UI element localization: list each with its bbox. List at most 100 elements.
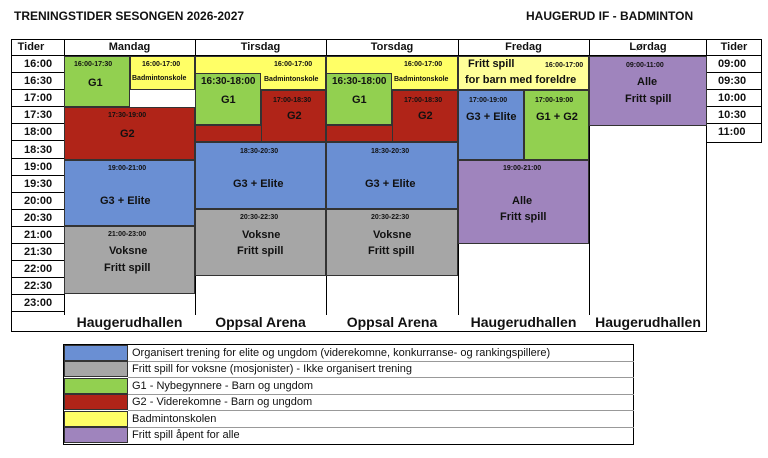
legend-text: G2 - Viderekomne - Barn og ungdom bbox=[132, 396, 313, 408]
torsdag-g2-time: 17:00-18:30 bbox=[404, 97, 443, 104]
venue-mandag: Haugerudhallen bbox=[76, 314, 183, 330]
legend-text: Badmintonskolen bbox=[132, 413, 217, 425]
header-lordag: Lørdag bbox=[629, 41, 667, 53]
fredag-fritt-label: Fritt spill bbox=[468, 58, 515, 70]
time-row-divider bbox=[706, 123, 762, 124]
time-row-divider bbox=[11, 311, 64, 312]
mandag-g2-label: G2 bbox=[120, 128, 135, 140]
time-row-divider bbox=[11, 123, 64, 124]
club-title: HAUGERUD IF - BADMINTON bbox=[526, 9, 694, 23]
time-row-divider bbox=[11, 140, 64, 141]
time-label-left: 22:30 bbox=[24, 280, 53, 292]
torsdag-elite-time: 18:30-20:30 bbox=[371, 148, 410, 155]
legend-text: G1 - Nybegynnere - Barn og ungdom bbox=[132, 380, 313, 392]
tirsdag-voksne-label: Voksne bbox=[242, 229, 281, 241]
legend-text: Fritt spill for voksne (mosjonister) - I… bbox=[132, 363, 412, 375]
fredag-fritt-barn-block bbox=[458, 56, 589, 90]
tirsdag-elite-label: G3 + Elite bbox=[233, 178, 284, 190]
time-label-right: 11:00 bbox=[718, 126, 746, 138]
header-mandag: Mandag bbox=[108, 41, 151, 53]
torsdag-g1-label: G1 bbox=[352, 94, 367, 106]
tirsdag-g1-time: 16:30-18:00 bbox=[201, 76, 256, 87]
lordag-alle-block bbox=[589, 56, 707, 126]
time-row-divider bbox=[11, 226, 64, 227]
torsdag-elite-label: G3 + Elite bbox=[365, 178, 416, 190]
mandag-badm-block bbox=[130, 56, 195, 90]
mandag-g2-time: 17:30-19:00 bbox=[108, 112, 147, 119]
mandag-badm-time: 16:00-17:00 bbox=[142, 61, 181, 68]
torsdag-g1-time: 16:30-18:00 bbox=[332, 76, 387, 87]
tirsdag-g2-block bbox=[261, 90, 326, 142]
mandag-voksne-sublabel: Fritt spill bbox=[104, 262, 151, 274]
torsdag-g2-label: G2 bbox=[418, 110, 433, 122]
time-label-left: 16:30 bbox=[24, 75, 53, 87]
time-label-left: 18:00 bbox=[24, 126, 53, 138]
header-tider: Tider bbox=[17, 41, 45, 53]
legend-swatch bbox=[64, 378, 128, 394]
tirsdag-g2-label: G2 bbox=[287, 110, 302, 122]
time-label-left: 20:00 bbox=[24, 195, 53, 207]
mandag-g1-label: G1 bbox=[88, 77, 103, 89]
fredag-elite-time: 17:00-19:00 bbox=[469, 97, 508, 104]
time-label-left: 19:30 bbox=[24, 178, 53, 190]
torsdag-badm-time: 16:00-17:00 bbox=[404, 61, 443, 68]
torsdag-voksne-time: 20:30-22:30 bbox=[371, 214, 410, 221]
time-row-divider bbox=[11, 277, 64, 278]
tirsdag-elite-time: 18:30-20:30 bbox=[240, 148, 279, 155]
time-row-divider bbox=[706, 72, 762, 73]
mandag-elite-time: 19:00-21:00 bbox=[108, 165, 147, 172]
fredag-g1g2-block bbox=[524, 90, 589, 160]
time-row-divider bbox=[11, 294, 64, 295]
legend-row-divider bbox=[128, 361, 634, 362]
legend-row-divider bbox=[128, 410, 634, 411]
time-row-divider bbox=[11, 89, 64, 90]
time-label-left: 17:00 bbox=[24, 92, 53, 104]
torsdag-g2-block bbox=[392, 90, 458, 142]
fredag-elite-block bbox=[458, 90, 524, 160]
time-label-right: 10:30 bbox=[718, 109, 747, 121]
time-row-divider bbox=[706, 89, 762, 90]
time-label-right: 09:30 bbox=[718, 75, 747, 87]
torsdag-g1-block bbox=[326, 73, 392, 125]
time-label-left: 22:00 bbox=[24, 263, 53, 275]
legend-swatch bbox=[64, 345, 128, 361]
time-label-left: 17:30 bbox=[24, 109, 53, 121]
lordag-alle-sublabel: Fritt spill bbox=[625, 93, 672, 105]
venue-torsdag: Oppsal Arena bbox=[346, 314, 438, 330]
mandag-voksne-label: Voksne bbox=[109, 245, 148, 257]
fredag-alle-block bbox=[458, 160, 589, 244]
legend-swatch bbox=[64, 411, 128, 427]
legend-text: Organisert trening for elite og ungdom (… bbox=[132, 347, 551, 359]
legend-row-divider bbox=[128, 427, 634, 428]
fredag-alle-time: 19:00-21:00 bbox=[503, 165, 542, 172]
time-label-left: 23:00 bbox=[24, 297, 53, 309]
legend-row-divider bbox=[128, 377, 634, 378]
fredag-alle-sublabel: Fritt spill bbox=[500, 211, 547, 223]
time-label-left: 19:00 bbox=[24, 161, 53, 173]
time-row-divider bbox=[11, 106, 64, 107]
torsdag-voksne-label: Voksne bbox=[373, 229, 412, 241]
mandag-elite-block bbox=[64, 160, 195, 226]
time-label-left: 16:00 bbox=[24, 58, 53, 70]
page-title: TRENINGSTIDER SESONGEN 2026-2027 bbox=[14, 9, 245, 23]
time-label-left: 20:30 bbox=[24, 212, 53, 224]
tirsdag-badm-time: 16:00-17:00 bbox=[274, 61, 313, 68]
header-torsdag: Torsdag bbox=[370, 41, 414, 53]
tirsdag-g2-lower bbox=[195, 125, 262, 142]
schedule-table bbox=[11, 39, 707, 332]
time-label-left: 18:30 bbox=[24, 144, 53, 156]
mandag-elite-label: G3 + Elite bbox=[100, 195, 151, 207]
time-label-left: 21:30 bbox=[24, 246, 53, 258]
tirsdag-g1-block bbox=[195, 73, 261, 125]
legend-text: Fritt spill åpent for alle bbox=[132, 429, 240, 441]
tirsdag-elite-block bbox=[195, 142, 326, 209]
mandag-g1-block bbox=[64, 56, 130, 107]
legend-swatch bbox=[64, 394, 128, 410]
torsdag-voksne-sublabel: Fritt spill bbox=[368, 245, 415, 257]
venue-lordag: Haugerudhallen bbox=[595, 314, 701, 330]
fredag-fritt-time: 16:00-17:00 bbox=[545, 62, 584, 69]
fredag-fritt-sublabel: for barn med foreldre bbox=[465, 74, 577, 86]
time-row-divider bbox=[11, 192, 64, 193]
time-row-divider bbox=[11, 158, 64, 159]
lordag-alle-label: Alle bbox=[637, 76, 658, 88]
